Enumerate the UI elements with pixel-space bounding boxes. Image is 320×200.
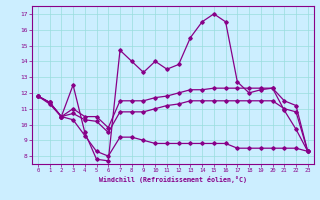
X-axis label: Windchill (Refroidissement éolien,°C): Windchill (Refroidissement éolien,°C) (99, 176, 247, 183)
